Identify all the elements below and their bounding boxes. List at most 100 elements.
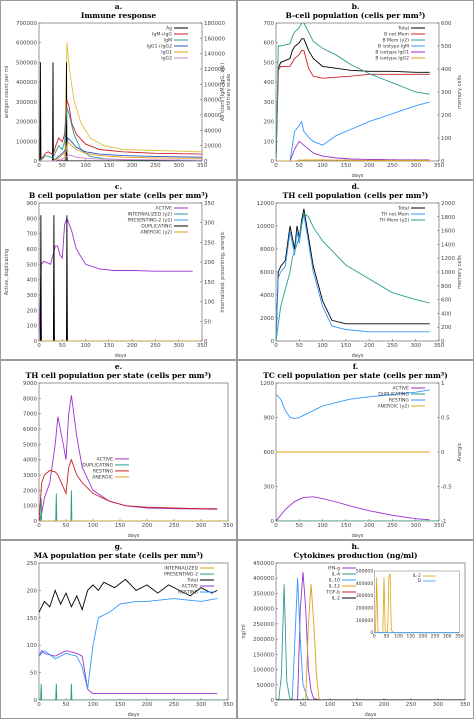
legend-label: Total <box>186 578 198 584</box>
y-tick-label: 0 <box>34 339 38 345</box>
y2-tick-label: 50 <box>204 319 211 325</box>
panel-h-cytokines-production: h. Cytokines production (ng/ml) 0 50 100 150 2… <box>237 540 474 719</box>
chart-svg: b.B-cell population (cells per mm³) 0 50 10… <box>264 2 464 179</box>
legend-label: B isotype IgM <box>378 44 409 50</box>
series-line-igg1 <box>39 140 202 161</box>
series-line-igg1-igg2 <box>39 137 202 161</box>
x-tick-label: 200 <box>142 523 153 529</box>
x-axis-label: days <box>365 712 377 718</box>
y2-tick-label: 400 <box>441 311 452 317</box>
plot-frame <box>38 202 203 342</box>
series-line-presenting-2-y2 <box>39 317 202 341</box>
inset-x-tick-label: 150 <box>406 634 415 640</box>
series-line-b-isotype-igg1 <box>276 140 430 161</box>
legend-label: INTERNALIZED <box>164 566 198 572</box>
x-tick-label: 250 <box>406 702 417 708</box>
inset-y-tick-label: 200000 <box>356 605 374 611</box>
y-tick-label: 700 <box>27 232 38 238</box>
inset-legend-label: IL-2 <box>413 573 421 579</box>
y2-tick-label: 60000 <box>204 113 222 119</box>
panel-g-ma-population: g. MA population per state (cells per mm³… <box>0 540 237 719</box>
legend-label: RESTING <box>389 398 410 404</box>
x-tick-label: 0 <box>274 163 278 169</box>
legend-label: RESTING <box>93 468 114 474</box>
y-tick-label: 700 <box>264 21 275 27</box>
chart-svg: f.TC cell population per state (cells pe… <box>260 362 463 539</box>
x-tick-label: 200 <box>379 702 390 708</box>
x-tick-label: 100 <box>80 343 91 349</box>
x-tick-label: 350 <box>223 523 234 529</box>
x-tick-label: 300 <box>433 702 444 708</box>
legend-label: DUPLICATING <box>82 462 113 468</box>
legend-label: B isotype IgG1 <box>375 50 409 56</box>
y2-tick-label: 100000 <box>204 82 225 88</box>
y-tick-label: 0 <box>271 519 275 525</box>
x-tick-label: 0 <box>37 163 41 169</box>
series-line-presenting-2 <box>39 683 228 700</box>
legend-label: ANERGIC (y2) <box>378 404 410 410</box>
y-tick-label: 5000 <box>23 442 37 448</box>
inset-x-tick-label: 0 <box>373 634 376 640</box>
y-tick-label: 0 <box>271 698 275 704</box>
series-group <box>276 572 465 700</box>
x-tick-label: 100 <box>88 523 99 529</box>
chart-title: TH cell population (cells per mm³) <box>283 191 429 200</box>
inset-x-tick-label: 300 <box>443 634 452 640</box>
y-tick-label: 200 <box>27 588 38 594</box>
legend-label: ACTIVE <box>393 386 410 392</box>
series-line-il-4 <box>276 584 330 700</box>
inset-y-tick-label: 0 <box>370 630 373 636</box>
legend-label: IgM <box>164 38 172 44</box>
legend-label: ACTIVE <box>156 206 173 212</box>
series-line-th-not-mem <box>276 214 430 341</box>
legend-label: IL-12 <box>329 584 340 590</box>
series-line-total <box>39 578 218 613</box>
x-tick-label: 300 <box>410 163 421 169</box>
series-line-duplicating <box>39 490 228 521</box>
x-axis-label: days <box>352 533 364 539</box>
x-axis-label: days <box>115 353 127 359</box>
inset-y-tick-label: 400000 <box>356 581 374 587</box>
y2-tick-label: 800 <box>441 284 452 290</box>
chart-title: B-cell population (cells per mm³) <box>286 11 426 20</box>
y2-axis-label: Ab titers (IgM, IgG, etc) <box>220 63 226 121</box>
legend-label: TH Mem (y2) <box>378 218 409 224</box>
y-tick-label: 250 <box>27 561 38 567</box>
y2-tick-label: 180000 <box>204 21 225 27</box>
x-tick-label: 50 <box>296 163 303 169</box>
panel-d-thcell-population: d. TH cell population (cells per mm³) 0 50 1… <box>237 180 474 360</box>
x-tick-label: 100 <box>317 343 328 349</box>
legend-label: B isotype IgG2 <box>375 56 409 62</box>
x-tick-label: 300 <box>173 343 184 349</box>
inset-y-tick-label: 100000 <box>356 618 374 624</box>
y2-tick-label: 600 <box>441 298 452 304</box>
y2-tick-label: 0 <box>204 159 208 165</box>
y2-tick-label: 0.5 <box>441 416 450 422</box>
plot-frame <box>38 22 203 162</box>
series-line-duplicating <box>39 215 202 341</box>
y-tick-label: 0 <box>271 159 275 165</box>
legend-label: B Mem (y2) <box>382 38 409 44</box>
x-tick-label: 350 <box>197 163 208 169</box>
y-tick-label: 600 <box>27 247 38 253</box>
y-tick-label: 150 <box>27 616 38 622</box>
x-tick-label: 100 <box>317 523 328 529</box>
legend-label: Total <box>397 26 409 32</box>
legend-label: ANERGIC <box>92 474 113 480</box>
x-tick-label: 200 <box>127 343 138 349</box>
x-tick-label: 250 <box>387 163 398 169</box>
y2-axis-label: memory cells <box>457 75 463 109</box>
x-axis-label: days <box>128 712 140 718</box>
y2-tick-label: 200 <box>441 325 452 331</box>
y2-tick-label: -0.5 <box>441 485 452 491</box>
y2-tick-label: 160000 <box>204 36 225 42</box>
panel-label: b. <box>352 2 360 11</box>
x-tick-label: 350 <box>223 702 234 708</box>
y-tick-label: 500 <box>264 60 275 66</box>
series-group <box>276 23 430 161</box>
x-tick-label: 0 <box>37 343 41 349</box>
y-tick-label: 12000 <box>257 201 275 207</box>
inset-x-tick-label: 350 <box>455 634 464 640</box>
legend-label: PRESENTING-2 (y2) <box>127 218 172 224</box>
